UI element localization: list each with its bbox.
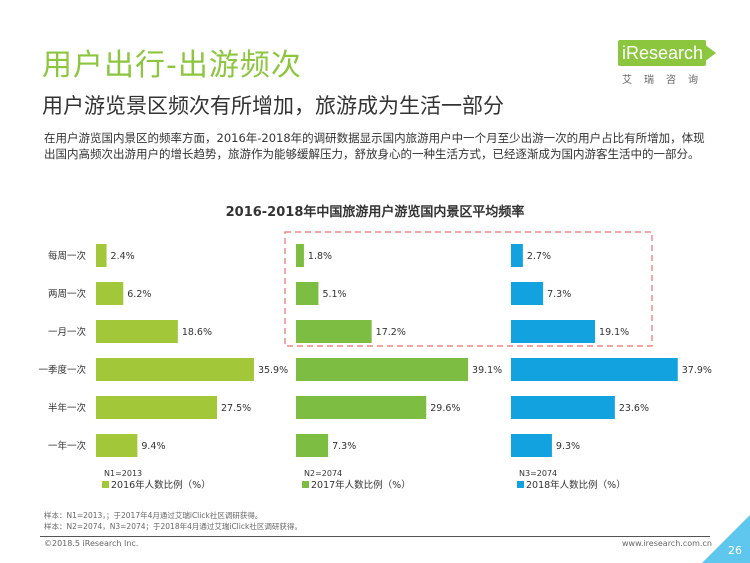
bar [96,396,217,419]
bar [511,358,678,381]
legend-swatch [517,481,524,488]
bar [296,282,319,305]
category-label: 一年一次 [48,440,87,452]
page-number: 26 [728,544,742,557]
description-text: 在用户游览国内景区的频率方面，2016年-2018年的调研数据显示国内旅游用户中… [44,131,705,161]
bar [511,282,544,305]
page-title: 用户出行-出游频次 [42,48,302,83]
sample-note: 样本：N1=2013，；于2017年4月通过艾瑞iClick社区调研获得。 [44,511,263,520]
bar [511,320,596,343]
bar [96,358,254,381]
corner-triangle [702,515,750,563]
category-label: 两周一次 [48,288,87,300]
category-label: 每周一次 [48,250,87,262]
bar [296,244,304,267]
bar [296,320,372,343]
bar [96,434,138,457]
data-label: 23.6% [619,403,649,414]
legend-swatch [302,481,309,488]
highlight-dashed-box [284,231,653,347]
copyright-text: ©2018.5 iResearch Inc. [44,539,139,548]
bar [511,244,523,267]
bar [96,320,178,343]
data-label: 18.6% [182,327,212,338]
website-text: www.iresearch.com.cn [622,539,712,548]
page-subtitle: 用户游览景区频次有所增加，旅游成为生活一部分 [42,94,504,118]
footer-divider [40,536,710,537]
category-label: 半年一次 [48,402,87,414]
data-label: 17.2% [376,327,406,338]
data-label: 19.1% [599,327,629,338]
data-label: 5.1% [322,289,346,300]
data-label: 7.3% [547,289,571,300]
sample-notes: 样本：N1=2013，；于2017年4月通过艾瑞iClick社区调研获得。 样本… [44,510,302,532]
legend-label: 2018年人数比例（%） [526,479,626,491]
bar [296,358,469,381]
bar [511,396,615,419]
sample-size-label: N1=2013 [104,469,142,478]
data-label: 27.5% [221,403,251,414]
bar [296,434,329,457]
category-label: 一月一次 [48,326,87,338]
bar [296,396,427,419]
bar [96,244,107,267]
chart-title: 2016-2018年中国旅游用户游览国内景区平均频率 [225,205,525,220]
logo-subtitle: 艾瑞咨询 [622,75,710,86]
data-label: 9.3% [556,441,580,452]
bar [511,434,552,457]
category-label: 一季度一次 [38,364,86,376]
data-label: 39.1% [472,365,502,376]
data-label: 1.8% [308,251,332,262]
logo-arrow-shape [704,44,716,62]
data-label: 2.7% [527,251,551,262]
sample-size-label: N2=2074 [304,469,342,478]
data-label: 37.9% [682,365,712,376]
data-label: 9.4% [141,441,165,452]
legend-label: 2017年人数比例（%） [311,479,411,491]
legend-swatch [102,481,109,488]
data-label: 29.6% [430,403,460,414]
iresearch-logo: iResearch 艾瑞咨询 [618,40,718,88]
data-label: 7.3% [332,441,356,452]
legend-label: 2016年人数比例（%） [111,479,211,491]
data-label: 35.9% [258,365,288,376]
data-label: 6.2% [127,289,151,300]
data-label: 2.4% [111,251,135,262]
sample-note: 样本：N2=2074，N3=2074；于2018年4月通过艾瑞iClick社区调… [44,522,302,531]
sample-size-label: N3=2074 [519,469,557,478]
logo-wordmark: iResearch [618,40,706,66]
bar [96,282,124,305]
